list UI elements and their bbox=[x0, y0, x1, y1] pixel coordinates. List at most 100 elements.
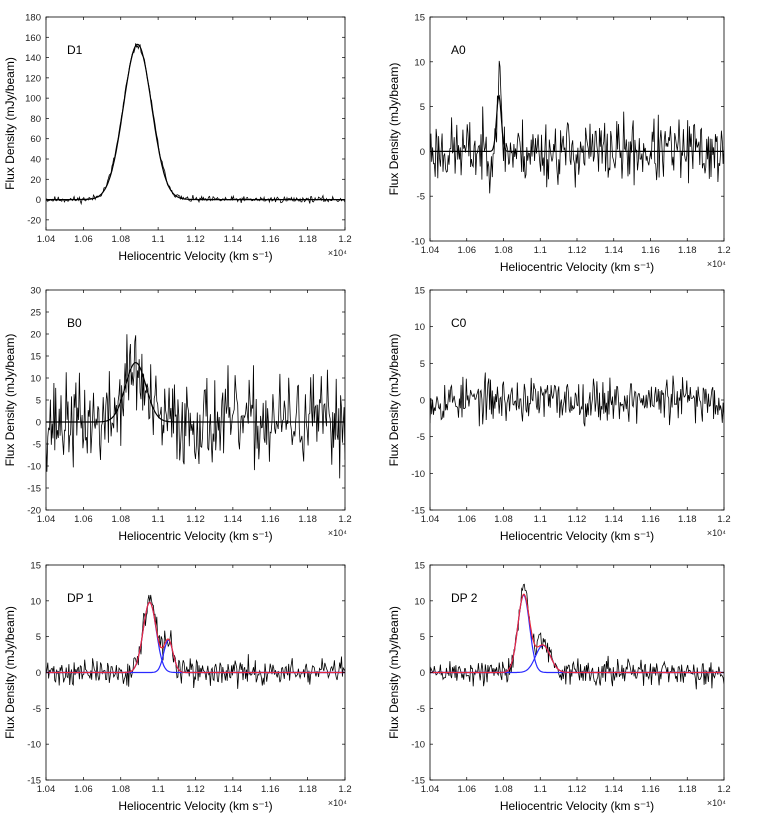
x-tick-label: 1.08 bbox=[112, 514, 131, 525]
series-observed-0 bbox=[430, 60, 724, 194]
x-tick-label: 1.2 bbox=[717, 784, 730, 795]
x-axis-label: Heliocentric Velocity (km s⁻¹) bbox=[118, 529, 272, 543]
x-tick-label: 1.16 bbox=[261, 784, 280, 795]
plot-area bbox=[46, 43, 345, 206]
y-axis-label: Flux Density (mJy/beam) bbox=[3, 606, 17, 739]
x-tick-label: 1.2 bbox=[717, 245, 730, 256]
y-tick-label: -15 bbox=[411, 776, 425, 787]
y-tick-label: 140 bbox=[25, 53, 41, 64]
series-fit-3 bbox=[46, 601, 345, 674]
x-tick-label: 1.18 bbox=[298, 234, 317, 245]
y-axis-label: Flux Density (mJy/beam) bbox=[387, 63, 401, 196]
panel-label: DP 1 bbox=[67, 591, 94, 605]
y-tick-label: 60 bbox=[30, 134, 41, 145]
x-tick-label: 1.08 bbox=[112, 234, 131, 245]
panel-label: DP 2 bbox=[451, 591, 478, 605]
y-tick-label: 0 bbox=[36, 195, 41, 206]
x-tick-label: 1.06 bbox=[74, 234, 93, 245]
x-tick-label: 1.08 bbox=[494, 784, 513, 795]
y-tick-label: 80 bbox=[30, 114, 41, 125]
x-multiplier-label: ×10⁴ bbox=[707, 798, 726, 808]
x-tick-label: 1.2 bbox=[338, 784, 351, 795]
y-axis-label: Flux Density (mJy/beam) bbox=[387, 606, 401, 739]
x-axis-label: Heliocentric Velocity (km s⁻¹) bbox=[118, 799, 272, 813]
y-tick-label: 10 bbox=[414, 57, 425, 68]
x-tick-label: 1.18 bbox=[678, 245, 697, 256]
x-tick-label: 1.04 bbox=[421, 784, 440, 795]
x-tick-label: 1.12 bbox=[186, 234, 205, 245]
x-tick-label: 1.04 bbox=[421, 245, 440, 256]
x-multiplier-label: ×10⁴ bbox=[707, 259, 726, 269]
y-tick-label: -10 bbox=[411, 469, 425, 480]
x-tick-label: 1.14 bbox=[605, 784, 624, 795]
y-tick-label: -15 bbox=[27, 776, 41, 787]
x-tick-label: 1.06 bbox=[74, 514, 93, 525]
y-tick-label: 10 bbox=[30, 596, 41, 607]
axes-box bbox=[429, 16, 725, 242]
y-tick-label: -10 bbox=[411, 740, 425, 751]
x-tick-label: 1.1 bbox=[152, 514, 165, 525]
y-tick-label: 5 bbox=[420, 359, 425, 370]
y-tick-label: 10 bbox=[414, 596, 425, 607]
y-tick-label: -5 bbox=[417, 192, 425, 203]
x-tick-label: 1.08 bbox=[494, 245, 513, 256]
y-tick-label: -15 bbox=[411, 506, 425, 517]
series-observed-0 bbox=[46, 594, 345, 689]
x-tick-label: 1.2 bbox=[338, 234, 351, 245]
x-tick-label: 1.1 bbox=[152, 234, 165, 245]
panel-label: B0 bbox=[67, 316, 82, 330]
y-axis-label: Flux Density (mJy/beam) bbox=[387, 334, 401, 467]
y-tick-label: -20 bbox=[27, 215, 41, 226]
x-tick-label: 1.18 bbox=[298, 514, 317, 525]
x-tick-label: 1.12 bbox=[186, 784, 205, 795]
y-tick-label: 20 bbox=[30, 175, 41, 186]
x-tick-label: 1.14 bbox=[605, 245, 624, 256]
x-tick-label: 1.08 bbox=[112, 784, 131, 795]
x-tick-label: 1.2 bbox=[338, 514, 351, 525]
x-tick-label: 1.06 bbox=[458, 514, 477, 525]
x-tick-label: 1.18 bbox=[298, 784, 317, 795]
x-tick-label: 1.06 bbox=[458, 245, 477, 256]
x-axis-label: Heliocentric Velocity (km s⁻¹) bbox=[500, 799, 654, 813]
plot-area bbox=[430, 583, 724, 690]
x-tick-label: 1.16 bbox=[641, 784, 660, 795]
y-tick-label: 15 bbox=[30, 352, 41, 363]
plot-area bbox=[46, 594, 345, 689]
x-tick-label: 1.08 bbox=[494, 514, 513, 525]
y-tick-label: 20 bbox=[30, 330, 41, 341]
plot-area bbox=[46, 334, 345, 479]
y-tick-label: -20 bbox=[27, 506, 41, 517]
x-axis-label: Heliocentric Velocity (km s⁻¹) bbox=[500, 529, 654, 543]
x-multiplier-label: ×10⁴ bbox=[328, 798, 347, 808]
series-observed-0 bbox=[46, 43, 345, 206]
x-tick-label: 1.16 bbox=[261, 234, 280, 245]
panel-D1: 1.04 1.06 1.08 1.1 1.12 1.14 1.16 1.18 1.2 -20 0 20… bbox=[3, 13, 352, 264]
x-tick-label: 1.04 bbox=[37, 784, 56, 795]
panel-B0: 1.04 1.06 1.08 1.1 1.12 1.14 1.16 1.18 1.2 -20 -15… bbox=[3, 286, 352, 544]
x-tick-label: 1.1 bbox=[152, 784, 165, 795]
y-tick-label: 15 bbox=[414, 13, 425, 24]
panel-DP2: 1.04 1.06 1.08 1.1 1.12 1.14 1.16 1.18 1.2 -15 -10… bbox=[387, 561, 731, 814]
y-tick-label: 40 bbox=[30, 155, 41, 166]
y-tick-label: -5 bbox=[417, 704, 425, 715]
x-tick-label: 1.16 bbox=[641, 514, 660, 525]
axes-box bbox=[45, 289, 346, 511]
y-tick-label: 5 bbox=[420, 632, 425, 643]
x-tick-label: 1.14 bbox=[224, 514, 243, 525]
y-tick-label: 15 bbox=[414, 286, 425, 297]
panel-C0: 1.04 1.06 1.08 1.1 1.12 1.14 1.16 1.18 1.2 -15 -10… bbox=[387, 286, 731, 544]
y-tick-label: -10 bbox=[27, 462, 41, 473]
y-axis-label: Flux Density (mJy/beam) bbox=[3, 57, 17, 190]
series-fit-1 bbox=[46, 601, 345, 674]
x-multiplier-label: ×10⁴ bbox=[328, 528, 347, 538]
series-observed-0 bbox=[430, 583, 724, 690]
y-tick-label: 5 bbox=[36, 632, 41, 643]
x-tick-label: 1.12 bbox=[568, 784, 587, 795]
series-observed-0 bbox=[46, 334, 345, 479]
panel-DP1: 1.04 1.06 1.08 1.1 1.12 1.14 1.16 1.18 1.2 -15 -10… bbox=[3, 561, 352, 814]
series-fit-1 bbox=[430, 594, 724, 674]
series-fit-1 bbox=[46, 43, 345, 201]
y-tick-label: -10 bbox=[27, 740, 41, 751]
x-tick-label: 1.12 bbox=[186, 514, 205, 525]
x-tick-label: 1.1 bbox=[534, 784, 547, 795]
